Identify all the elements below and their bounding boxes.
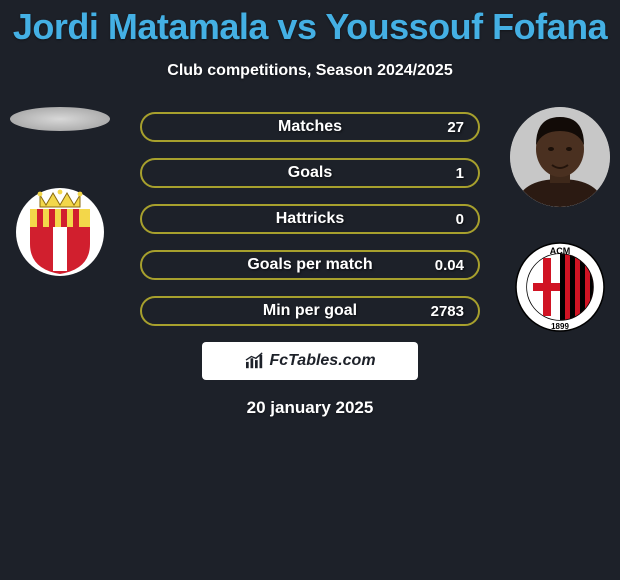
player-left-column: [10, 107, 110, 277]
stat-row-goals: Goals 1: [140, 158, 480, 188]
club-badge-acmilan: ACM 1899: [515, 242, 605, 332]
player-right-column: ACM 1899: [510, 107, 610, 332]
branding-text: FcTables.com: [269, 352, 375, 370]
stat-row-min-per-goal: Min per goal 2783: [140, 296, 480, 326]
club-badge-girona: [15, 187, 105, 277]
stat-value: 0: [456, 211, 464, 228]
stat-value: 27: [447, 119, 464, 136]
branding-badge: FcTables.com: [202, 342, 418, 380]
player-left-avatar-placeholder: [10, 107, 110, 131]
stat-row-hattricks: Hattricks 0: [140, 204, 480, 234]
stat-value: 1: [456, 165, 464, 182]
comparison-content: ACM 1899 Matches 27 Goals 1 Hattricks 0 …: [0, 112, 620, 418]
stat-row-goals-per-match: Goals per match 0.04: [140, 250, 480, 280]
snapshot-date: 20 january 2025: [0, 398, 620, 418]
stat-label: Min per goal: [263, 302, 357, 320]
bar-chart-icon: [244, 352, 266, 370]
badge-acm-text: ACM: [550, 246, 571, 256]
page-title: Jordi Matamala vs Youssouf Fofana: [0, 0, 620, 48]
badge-year-text: 1899: [551, 322, 569, 331]
stat-label: Hattricks: [276, 210, 344, 228]
stat-value: 2783: [431, 303, 464, 320]
stat-value: 0.04: [435, 257, 464, 274]
competition-subtitle: Club competitions, Season 2024/2025: [0, 62, 620, 80]
stat-label: Goals: [288, 164, 332, 182]
stats-list: Matches 27 Goals 1 Hattricks 0 Goals per…: [140, 112, 480, 326]
stat-label: Matches: [278, 118, 342, 136]
stat-row-matches: Matches 27: [140, 112, 480, 142]
stat-label: Goals per match: [247, 256, 372, 274]
player-right-avatar: [510, 107, 610, 207]
